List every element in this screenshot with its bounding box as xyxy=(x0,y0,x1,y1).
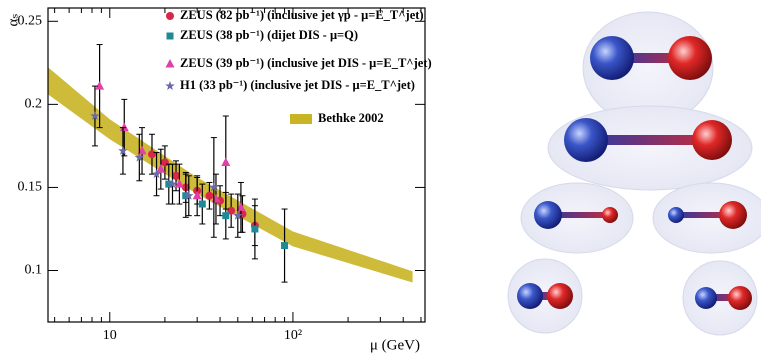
point xyxy=(222,212,230,220)
quark xyxy=(695,287,717,309)
point xyxy=(90,110,100,121)
plot-frame xyxy=(47,7,426,323)
point xyxy=(221,157,231,167)
hadron-diagram xyxy=(507,11,761,336)
legend-label: ZEUS (82 pb⁻¹) (inclusive jet γp - μ=E_T… xyxy=(180,8,424,22)
point xyxy=(182,192,190,200)
string xyxy=(676,212,733,218)
point xyxy=(166,12,174,20)
point xyxy=(172,171,181,180)
x-axis-label: μ (GeV) xyxy=(370,337,420,353)
y-tick-label: 0.15 xyxy=(18,180,43,195)
point xyxy=(165,81,175,91)
point xyxy=(281,242,289,250)
point xyxy=(156,164,166,173)
quark xyxy=(517,283,543,309)
point xyxy=(147,150,156,159)
legend-label: ZEUS (38 pb⁻¹) (dijet DIS - μ=Q) xyxy=(180,28,358,42)
point xyxy=(233,210,243,220)
point xyxy=(184,190,194,200)
point xyxy=(118,145,128,155)
point xyxy=(151,169,162,179)
legend-swatch xyxy=(290,114,312,124)
y-axis-label: αₛ xyxy=(5,14,21,27)
string xyxy=(530,292,560,300)
y-tick-label: 0.1 xyxy=(25,263,43,278)
string xyxy=(548,212,610,218)
point xyxy=(236,202,246,211)
antiquark xyxy=(668,36,712,80)
y-tick-label: 0.25 xyxy=(18,14,43,29)
point xyxy=(134,152,145,162)
point xyxy=(192,190,202,200)
legend-label: ZEUS (39 pb⁻¹) (inclusive jet DIS - μ=E_… xyxy=(180,56,432,70)
point xyxy=(95,81,105,90)
antiquark xyxy=(547,283,573,309)
point xyxy=(119,122,129,132)
string xyxy=(586,135,712,145)
point xyxy=(167,179,178,189)
point xyxy=(205,191,214,200)
x-tick-label: 10 xyxy=(103,328,117,343)
string xyxy=(706,294,740,301)
antiquark xyxy=(692,120,732,160)
point xyxy=(166,32,174,40)
quark xyxy=(534,201,562,229)
quark xyxy=(668,207,684,223)
band xyxy=(48,67,413,283)
quark xyxy=(564,118,608,162)
point xyxy=(174,179,184,188)
antiquark xyxy=(602,207,618,223)
point xyxy=(198,200,206,208)
point xyxy=(165,180,173,188)
point xyxy=(160,158,169,167)
string xyxy=(612,53,690,63)
point xyxy=(251,225,259,233)
quark xyxy=(590,36,634,80)
legend-label: H1 (33 pb⁻¹) (inclusive jet DIS - μ=E_T^… xyxy=(180,78,415,92)
antiquark xyxy=(728,286,752,310)
point xyxy=(165,59,175,68)
antiquark xyxy=(719,201,747,229)
x-tick-label: 10² xyxy=(284,328,302,343)
point xyxy=(209,182,219,192)
y-tick-label: 0.2 xyxy=(25,97,43,112)
plot: 0.1 0.15 0.2 0.25 10 10² μ (GeV) αₛ ZEUS (82 pb⁻… xyxy=(5,7,432,353)
legend-label: Bethke 2002 xyxy=(318,111,384,125)
